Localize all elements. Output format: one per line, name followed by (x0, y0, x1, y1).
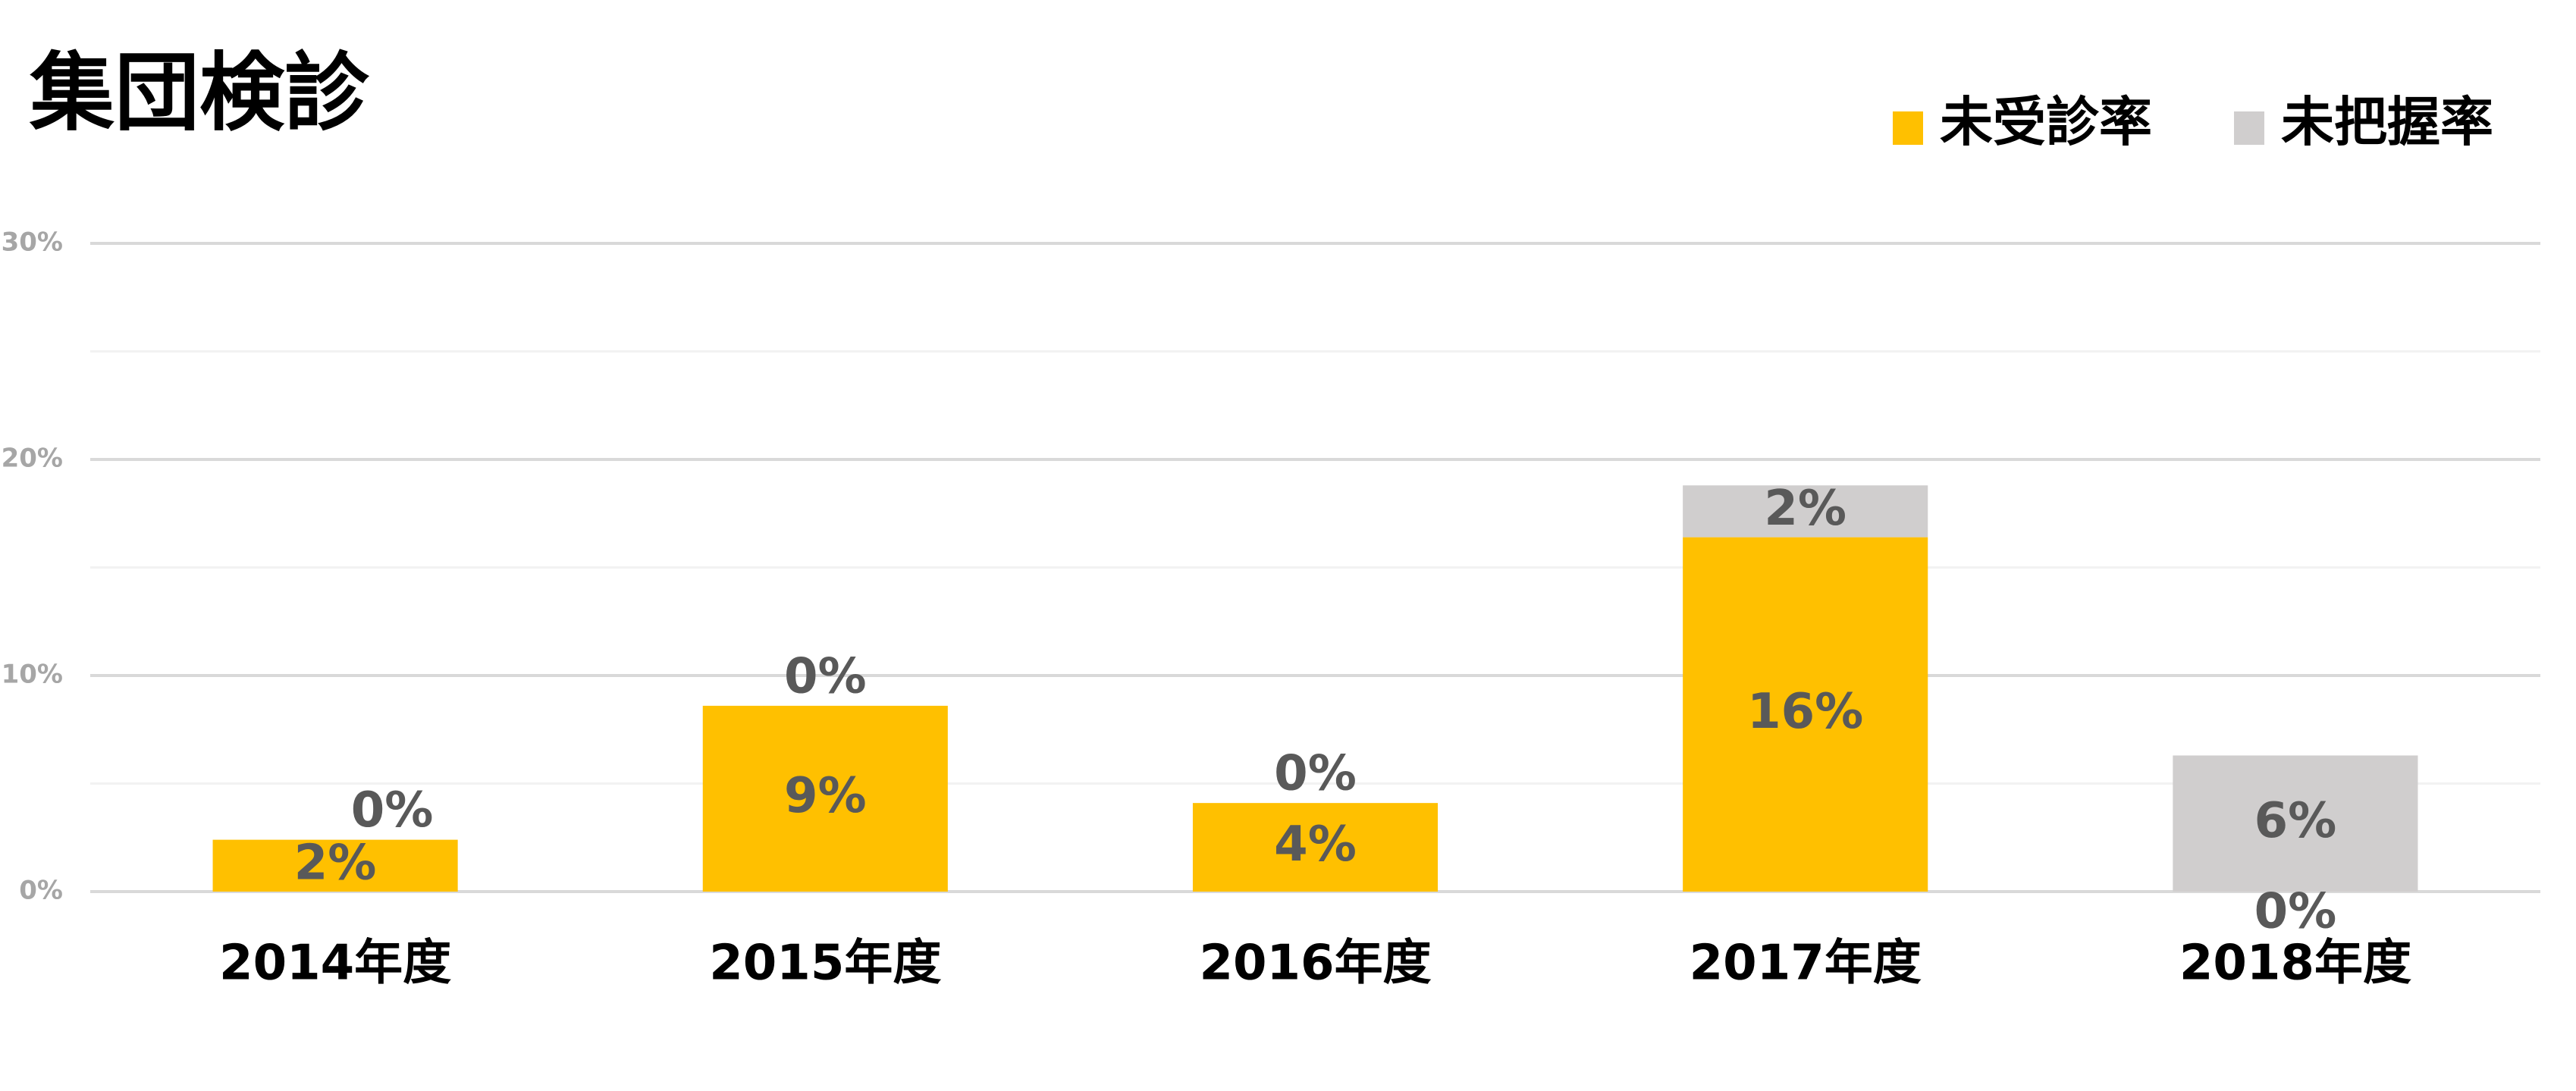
chart-title: 集団検診 (29, 44, 370, 143)
bar-segment (212, 839, 458, 892)
y-tick-label: 10% (2, 660, 63, 690)
bar-segment (2173, 755, 2418, 892)
data-label: 0% (351, 782, 434, 839)
legend-swatch (2234, 111, 2264, 145)
data-label: 0% (784, 648, 867, 704)
y-tick-label: 20% (2, 444, 63, 474)
x-tick-label: 2014年度 (219, 936, 451, 992)
data-label: 9% (784, 768, 867, 824)
data-label: 4% (1274, 817, 1357, 873)
data-label: 2% (294, 835, 377, 891)
legend-label: 未把握率 (2281, 91, 2493, 153)
bar-segment (1683, 537, 1928, 892)
y-tick-label: 0% (19, 876, 63, 906)
data-label: 6% (2254, 793, 2337, 849)
x-tick-label: 2015年度 (709, 936, 941, 992)
data-label: 2% (1764, 481, 1846, 537)
bar-segment (1192, 803, 1439, 892)
legend-swatch (1893, 111, 1923, 145)
x-tick-label: 2018年度 (2179, 936, 2411, 992)
bar-segment (1683, 485, 1928, 538)
data-label: 0% (1274, 746, 1357, 802)
bar-segment (702, 705, 948, 892)
y-tick-label: 30% (2, 227, 63, 258)
data-label: 16% (1747, 684, 1863, 740)
legend-label: 未受診率 (1940, 91, 2152, 153)
x-tick-label: 2017年度 (1690, 936, 1922, 992)
x-tick-label: 2016年度 (1199, 936, 1431, 992)
data-label: 0% (2254, 884, 2337, 940)
